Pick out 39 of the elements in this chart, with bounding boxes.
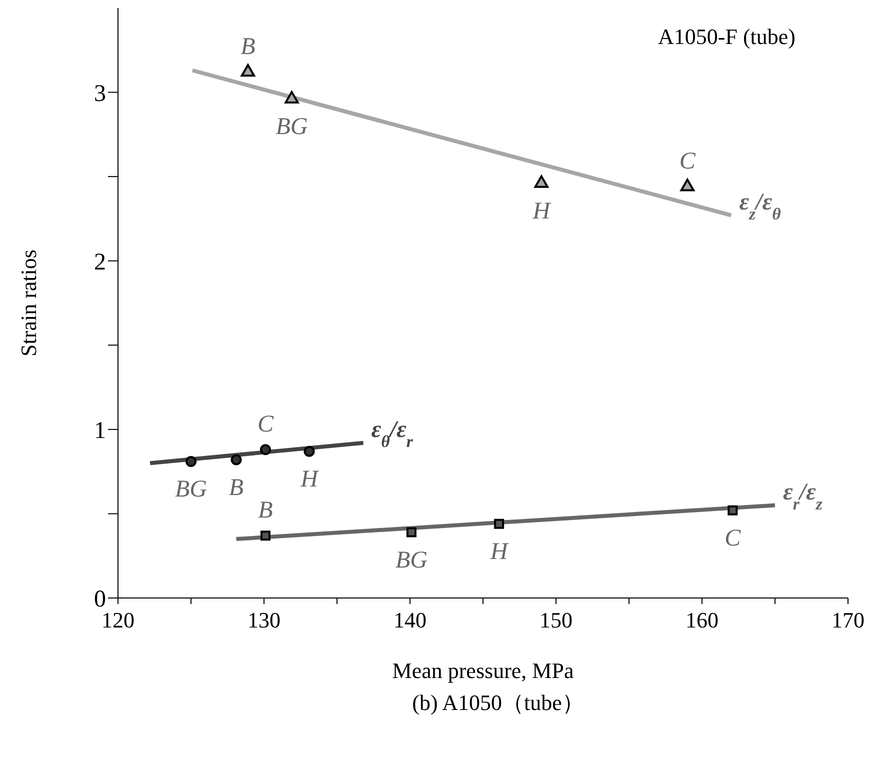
point [284, 91, 299, 104]
series-label: ε$_{z}$/ε$_{θ}$ [739, 189, 782, 223]
x-tick-label: 130 [248, 608, 280, 633]
annotation: C [679, 148, 696, 175]
y-tick-label: 3 [94, 80, 106, 107]
annotation: B [258, 498, 274, 524]
point [260, 444, 271, 456]
annotation: A1050-F (tube) [658, 24, 796, 50]
x-tick-label: 140 [394, 608, 426, 633]
y-axis-title: Strain ratios [16, 250, 41, 356]
point [240, 64, 256, 77]
point [406, 527, 416, 538]
y-tick-label: 1 [94, 418, 106, 444]
annotation: BG [276, 114, 308, 140]
point [185, 456, 197, 467]
point [728, 505, 738, 516]
annotation: H [489, 538, 510, 565]
annotation: BG [395, 547, 428, 574]
point [260, 530, 270, 541]
x-tick-label: 160 [686, 608, 718, 633]
x-axis-title: Mean pressure, MPa [392, 658, 574, 683]
annotation: B [240, 34, 256, 60]
series-label: ε$_{θ}$/ε$_{r}$ [371, 416, 414, 450]
annotation: B [228, 474, 244, 501]
text: (b) A1050（tube） [411, 689, 585, 717]
point [304, 446, 315, 457]
annotation: C [257, 412, 274, 438]
annotation: BG [175, 476, 207, 502]
x-tick-label: 170 [832, 608, 864, 633]
annotation: C [724, 525, 742, 552]
series-label: ε$_{r}$/ε$_{z}$ [783, 479, 823, 513]
x-tick-label: 150 [540, 608, 572, 633]
point [680, 178, 694, 192]
point [230, 454, 242, 466]
point [494, 518, 504, 529]
y-tick-label: 2 [94, 249, 106, 276]
annotation: H [532, 198, 552, 224]
point [534, 175, 548, 188]
annotation: H [300, 466, 320, 492]
